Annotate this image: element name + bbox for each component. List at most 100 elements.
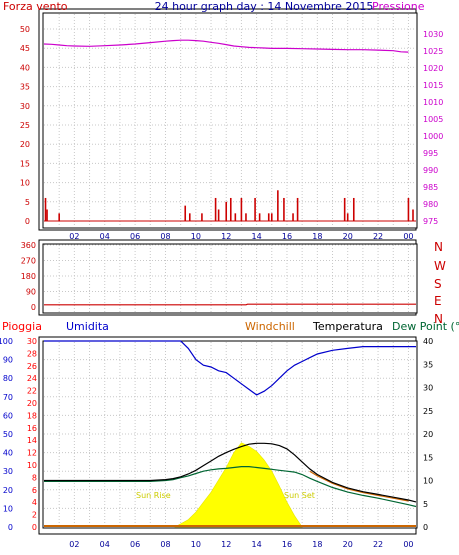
direction-letter: E — [434, 294, 442, 308]
y-tick-label-rain: 6 — [32, 486, 37, 495]
y-tick-label-rain: 30 — [27, 337, 37, 346]
dewpoint-line — [44, 466, 417, 508]
y-tick-label-pressure: 1005 — [423, 115, 443, 124]
y-tick-label-wind: 50 — [20, 25, 30, 34]
wind-series — [44, 190, 416, 222]
x-tick-label: 04 — [100, 540, 110, 549]
climate-series — [44, 340, 417, 508]
axis-ticks: 0510152025303540455097598098599099510001… — [20, 25, 444, 241]
solar-area — [174, 442, 303, 528]
axis-ticks: 0 90 180 270 360 — [21, 241, 36, 312]
y-tick-label-wind: 5 — [25, 198, 30, 207]
y-tick-label-pressure: 980 — [423, 200, 438, 209]
header-left-label: Forza vento — [3, 0, 68, 13]
y-tick-label-direction: 270 — [21, 257, 36, 266]
y-tick-label-rain: 0 — [32, 523, 37, 532]
y-tick-label-pressure: 1000 — [423, 132, 443, 141]
direction-letter: N — [434, 240, 443, 254]
y-tick-label-humidity: 30 — [3, 467, 13, 476]
y-tick-label-humidity: 80 — [3, 374, 13, 383]
sunrise-label: Sun Rise — [136, 491, 171, 500]
x-tick-label: 22 — [373, 232, 383, 241]
sunset-label: Sun Set — [284, 491, 315, 500]
x-tick-label: 12 — [221, 540, 231, 549]
y-tick-label-direction: 90 — [26, 288, 36, 297]
x-tick-label: 02 — [69, 232, 79, 241]
legend-dewpoint: Dew Point (°C — [392, 320, 459, 333]
y-tick-label-pressure: 1030 — [423, 30, 443, 39]
y-tick-label-direction: 0 — [31, 303, 36, 312]
y-tick-label-humidity: 60 — [3, 411, 13, 420]
x-tick-label: 12 — [221, 232, 231, 241]
y-tick-label-pressure: 995 — [423, 149, 438, 158]
x-tick-label: 14 — [251, 232, 261, 241]
legend-umidita: Umidita — [66, 320, 109, 333]
x-tick-label: 02 — [69, 540, 79, 549]
y-tick-label-wind: 25 — [20, 121, 30, 130]
y-tick-label-temperature: 30 — [423, 384, 433, 393]
x-tick-label: 20 — [343, 540, 353, 549]
y-tick-label-humidity: 0 — [8, 523, 13, 532]
y-tick-label-wind: 45 — [20, 44, 30, 53]
direction-letter: N — [434, 312, 443, 326]
y-tick-label-pressure: 985 — [423, 183, 438, 192]
y-tick-label-pressure: 1025 — [423, 47, 443, 56]
legend-temperatura: Temperatura — [312, 320, 383, 333]
x-tick-label: 16 — [282, 232, 292, 241]
y-tick-label-temperature: 5 — [423, 500, 428, 509]
y-tick-label-temperature: 35 — [423, 360, 433, 369]
y-tick-label-wind: 10 — [20, 179, 30, 188]
wind-direction-line — [44, 303, 416, 306]
y-tick-label-rain: 12 — [27, 449, 37, 458]
y-tick-label-humidity: 50 — [3, 430, 13, 439]
y-tick-label-temperature: 0 — [423, 523, 428, 532]
y-tick-label-rain: 26 — [27, 362, 37, 371]
pressure-line — [43, 39, 409, 53]
x-tick-label: 20 — [343, 232, 353, 241]
x-tick-label: 06 — [130, 232, 140, 241]
direction-letter: S — [434, 277, 442, 291]
x-tick-label: 10 — [191, 540, 201, 549]
y-tick-label-wind: 15 — [20, 159, 30, 168]
y-tick-label-humidity: 20 — [3, 486, 13, 495]
y-tick-label-humidity: 40 — [3, 449, 13, 458]
panel-wind-pressure-area — [42, 12, 418, 229]
temperature-line — [44, 442, 417, 503]
y-tick-label-rain: 16 — [27, 424, 37, 433]
y-tick-label-wind: 0 — [25, 217, 30, 226]
x-tick-label: 08 — [160, 232, 170, 241]
y-tick-label-pressure: 1015 — [423, 81, 443, 90]
y-tick-label-pressure: 1020 — [423, 64, 443, 73]
y-tick-label-humidity: 10 — [3, 504, 13, 513]
y-tick-label-rain: 24 — [27, 374, 37, 383]
x-tick-label: 18 — [312, 232, 322, 241]
x-tick-label: 16 — [282, 540, 292, 549]
y-tick-label-rain: 8 — [32, 473, 37, 482]
y-tick-label-rain: 10 — [27, 461, 37, 470]
solar-series — [44, 442, 416, 528]
x-tick-label: 04 — [100, 232, 110, 241]
x-tick-label: 18 — [312, 540, 322, 549]
y-tick-label-rain: 28 — [27, 349, 37, 358]
axis-ticks: 0102030405060708090100024681012141618202… — [0, 337, 433, 549]
x-tick-label: 14 — [251, 540, 261, 549]
y-tick-label-temperature: 20 — [423, 430, 433, 439]
y-tick-label-humidity: 100 — [0, 337, 13, 346]
y-tick-label-rain: 2 — [32, 511, 37, 520]
chart-title: 24 hour graph day : 14 Novembre 2015 — [155, 0, 374, 13]
y-tick-label-wind: 40 — [20, 63, 30, 72]
y-tick-label-rain: 22 — [27, 387, 37, 396]
x-tick-label: 00 — [403, 232, 413, 241]
pressure-series — [43, 39, 409, 53]
y-tick-label-wind: 20 — [20, 140, 30, 149]
x-tick-label: 06 — [130, 540, 140, 549]
y-tick-label-rain: 4 — [32, 498, 37, 507]
x-tick-label: 22 — [373, 540, 383, 549]
y-tick-label-humidity: 90 — [3, 356, 13, 365]
x-tick-label: 00 — [403, 540, 413, 549]
y-tick-label-pressure: 1010 — [423, 98, 443, 107]
wind-direction-series — [44, 303, 416, 306]
y-tick-label-rain: 18 — [27, 411, 37, 420]
